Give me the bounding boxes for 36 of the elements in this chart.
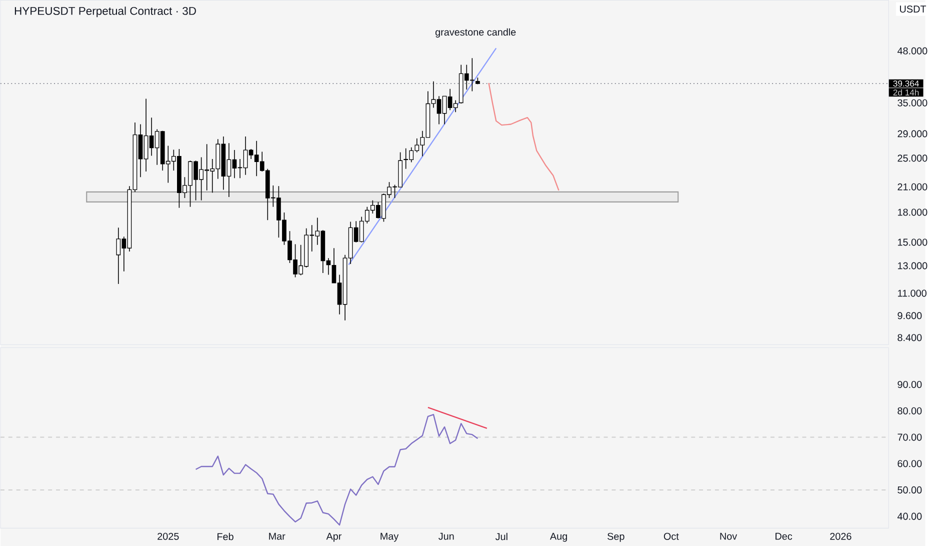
y-tick-label: 25.000 [898,154,928,162]
x-tick-label: Apr [326,532,342,542]
x-tick-label: 2025 [158,532,179,540]
text: 2d 14h [893,89,919,96]
x-tick-label: May [380,532,399,542]
ref-line-label: 39.364 [893,80,919,86]
y-tick-label: 21.000 [898,183,928,190]
y-tick-label: 29.000 [898,130,928,138]
y-axis-title: USDT [900,5,926,12]
y-tick-label: 15.000 [898,238,928,246]
y-tick-label: 35.000 [898,99,928,106]
y-tick-label: 50.00 [898,486,922,494]
x-tick-label: 2026 [830,532,852,540]
y-tick-label: 9.600 [898,312,922,320]
y-tick-label: 11.000 [898,290,926,297]
x-tick-label: Sep [608,532,624,542]
x-tick-label: Jun [438,532,454,540]
x-tick-label: Dec [776,532,792,540]
y-tick-label: 13.000 [898,262,928,270]
x-tick-label: Aug [550,532,567,542]
x-tick-label: Jul [495,532,508,540]
y-tick-label: 70.00 [898,434,922,441]
x-tick-label: Nov [720,532,738,540]
y-tick-label: 40.00 [897,512,922,520]
y-tick-label: 80.00 [898,407,922,414]
y-tick-label: 48.000 [897,47,928,54]
y-tick-label: 18.000 [898,208,928,216]
y-tick-label: 8.400 [898,334,922,341]
y-tick-label: 90.00 [898,380,922,388]
annotation: gravestone candle [435,28,516,38]
line-series [488,82,560,191]
text: HYPEUSDT Perpetual Contract · 3D [14,6,196,18]
y-tick-label: 60.00 [898,460,922,467]
x-tick-label: Feb [218,532,234,540]
x-tick-label: Oct [664,532,679,540]
x-tick-label: Mar [269,532,286,540]
